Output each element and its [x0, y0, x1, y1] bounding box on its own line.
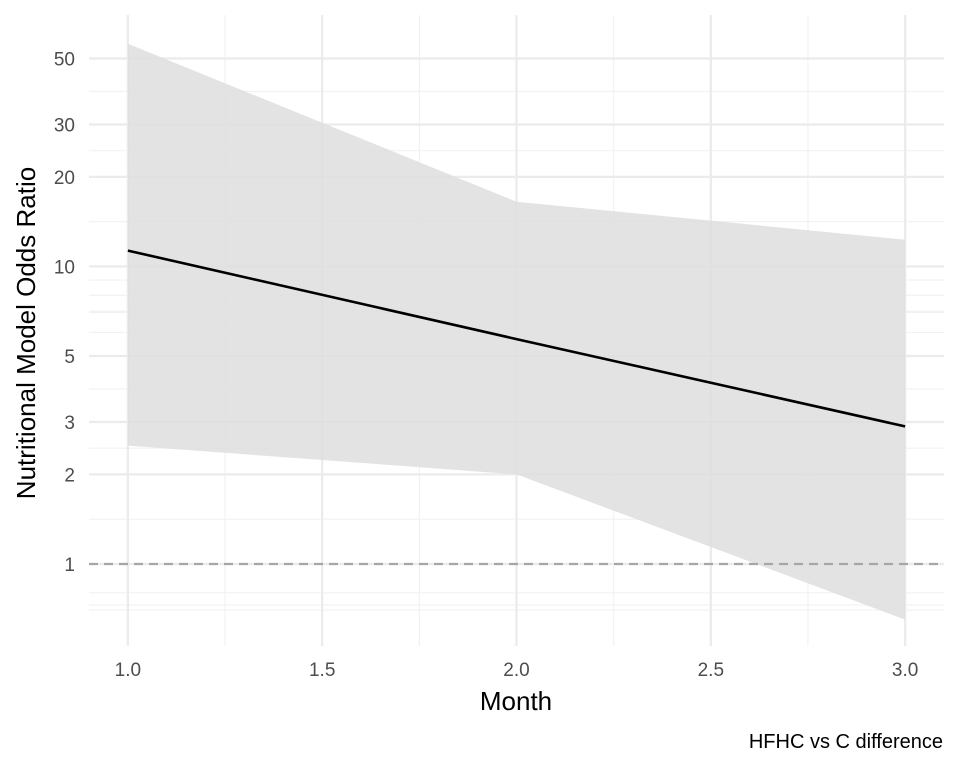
y-tick-label: 1 — [64, 555, 75, 576]
chart-caption: HFHC vs C difference — [749, 731, 943, 753]
y-tick-label: 2 — [64, 465, 75, 486]
y-tick-label: 10 — [54, 257, 75, 278]
y-tick-label: 50 — [54, 49, 75, 70]
y-tick-label: 20 — [54, 168, 75, 189]
y-tick-label: 30 — [54, 115, 75, 136]
x-tick-label: 1.5 — [309, 660, 335, 681]
odds-ratio-line — [127, 249, 906, 428]
y-tick-label: 3 — [64, 413, 75, 434]
y-tick-labels: 1 2 3 5 10 20 30 50 — [54, 49, 75, 575]
x-tick-label: 2.5 — [698, 660, 724, 681]
confidence-ribbon — [127, 43, 906, 620]
x-tick-label: 3.0 — [892, 660, 918, 681]
y-tick-label: 5 — [64, 347, 75, 368]
x-tick-labels: 1.0 1.5 2.0 2.5 3.0 — [115, 660, 919, 681]
y-axis-title: Nutritional Model Odds Ratio — [11, 167, 41, 499]
x-tick-label: 1.0 — [115, 660, 141, 681]
x-axis-title: Month — [480, 686, 552, 716]
x-tick-label: 2.0 — [503, 660, 529, 681]
